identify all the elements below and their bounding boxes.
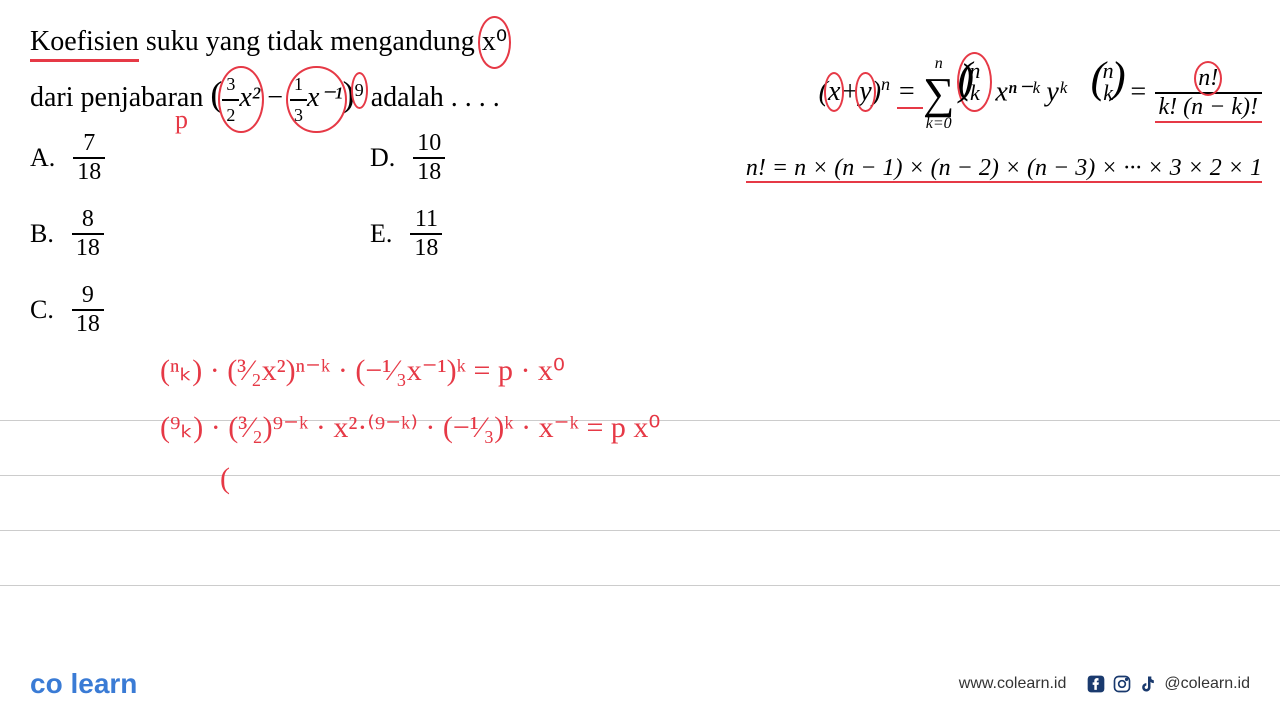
facebook-icon [1086,674,1106,694]
question-word-koefisien: Koefisien [30,26,139,62]
option-b-label: B. [30,219,54,249]
option-d: D. 1018 [370,130,445,186]
p-annotation: p [175,105,188,135]
question-text-middle: suku yang tidak mengandung [146,26,475,57]
handwritten-work: (ⁿₖ) · (³⁄₂x²)ⁿ⁻ᵏ · (−¹⁄₃x⁻¹)ᵏ = p · x⁰ … [160,345,660,504]
handwriting-line-1: (ⁿₖ) · (³⁄₂x²)ⁿ⁻ᵏ · (−¹⁄₃x⁻¹)ᵏ = p · x⁰ [160,345,660,396]
social-icons: @colearn.id [1086,674,1250,694]
question-suffix: adalah . . . . [371,82,500,113]
binomial-theorem-formula: (x+y)n = n∑k=0 nk xⁿ⁻ᵏ yᵏ nk = n! k! (n … [819,56,1262,132]
option-c-label: C. [30,295,54,325]
option-a-label: A. [30,143,55,173]
instagram-icon [1112,674,1132,694]
handwriting-line-3: ( [160,453,660,504]
option-d-label: D. [370,143,395,173]
tiktok-icon [1138,674,1158,694]
option-e: E. 1118 [370,206,445,262]
option-e-label: E. [370,219,392,249]
footer-url: www.colearn.id [959,675,1067,693]
ruled-line [0,585,1280,586]
colearn-logo: co learn [30,668,137,700]
footer: co learn www.colearn.id @colearn.id [30,668,1250,700]
x-zero-circled: x⁰ [482,20,507,65]
option-a: A. 718 [30,130,105,186]
factorial-formula: n! = n × (n − 1) × (n − 2) × (n − 3) × ·… [746,155,1262,182]
handwriting-line-2: (⁹ₖ) · (³⁄₂)⁹⁻ᵏ · x²·⁽⁹⁻ᵏ⁾ · (−¹⁄₃)ᵏ · x… [160,402,660,453]
question-line-1: Koefisien suku yang tidak mengandung x⁰ [30,20,507,65]
term-1-circled: 32x² [222,70,260,130]
power-9-circled: 9 [355,76,364,105]
term-2-circled: 13x⁻¹ [290,70,343,130]
ruled-line [0,530,1280,531]
question-line-2: dari penjabaran (32x² − 13x⁻¹)9 adalah .… [30,66,500,129]
social-handle: @colearn.id [1164,675,1250,693]
footer-right: www.colearn.id @colearn.id [959,674,1250,694]
option-b: B. 818 [30,206,105,262]
main-content: Koefisien suku yang tidak mengandung x⁰ … [0,0,1280,40]
options-block: A. 718 B. 818 C. 918 D. 1018 E. 1118 [30,130,105,358]
option-c: C. 918 [30,282,105,338]
minus-sign: − [267,82,283,113]
